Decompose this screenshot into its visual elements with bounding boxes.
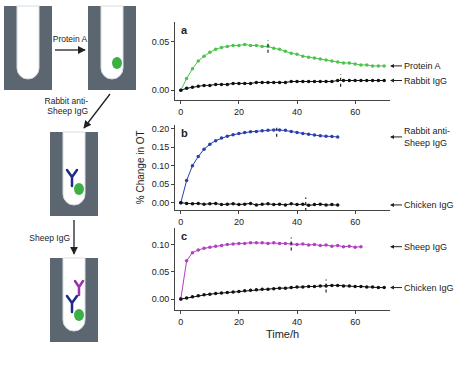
svg-text:60: 60 bbox=[350, 107, 360, 117]
svg-text:20: 20 bbox=[234, 217, 244, 227]
svg-text:0.05: 0.05 bbox=[152, 267, 170, 277]
svg-text:60: 60 bbox=[350, 317, 360, 327]
svg-text:Rabbit anti-Sheep IgG: Rabbit anti-Sheep IgG bbox=[45, 96, 89, 116]
svg-text:Protein A: Protein A bbox=[404, 61, 441, 71]
svg-text:Time/h: Time/h bbox=[266, 328, 299, 340]
svg-text:% Change in OT: % Change in OT bbox=[135, 130, 146, 204]
svg-text:c: c bbox=[181, 230, 187, 242]
svg-text:20: 20 bbox=[234, 107, 244, 117]
svg-text:Sheep IgG: Sheep IgG bbox=[29, 233, 70, 243]
svg-text:b: b bbox=[181, 127, 188, 139]
svg-text:0.00: 0.00 bbox=[152, 294, 170, 304]
svg-text:Chicken IgG: Chicken IgG bbox=[404, 200, 454, 210]
svg-text:Sheep IgG: Sheep IgG bbox=[404, 242, 447, 252]
svg-text:40: 40 bbox=[292, 317, 302, 327]
svg-text:40: 40 bbox=[292, 107, 302, 117]
svg-text:0.00: 0.00 bbox=[152, 85, 170, 95]
svg-text:60: 60 bbox=[350, 217, 360, 227]
svg-text:0.20: 0.20 bbox=[152, 124, 170, 134]
svg-text:a: a bbox=[181, 24, 188, 36]
svg-text:0: 0 bbox=[178, 107, 183, 117]
svg-text:40: 40 bbox=[292, 217, 302, 227]
svg-text:0: 0 bbox=[178, 317, 183, 327]
svg-text:Rabbit anti-Sheep IgG: Rabbit anti-Sheep IgG bbox=[404, 126, 450, 148]
svg-text:0.05: 0.05 bbox=[152, 179, 170, 189]
svg-text:20: 20 bbox=[234, 317, 244, 327]
svg-text:Rabbit IgG: Rabbit IgG bbox=[404, 76, 447, 86]
svg-text:0.00: 0.00 bbox=[152, 198, 170, 208]
svg-text:Protein A: Protein A bbox=[53, 34, 88, 44]
svg-text:0.10: 0.10 bbox=[152, 161, 170, 171]
svg-text:0.05: 0.05 bbox=[152, 37, 170, 47]
svg-text:Chicken IgG: Chicken IgG bbox=[404, 283, 454, 293]
svg-text:0.15: 0.15 bbox=[152, 142, 170, 152]
svg-text:0.10: 0.10 bbox=[152, 240, 170, 250]
svg-text:0: 0 bbox=[178, 217, 183, 227]
